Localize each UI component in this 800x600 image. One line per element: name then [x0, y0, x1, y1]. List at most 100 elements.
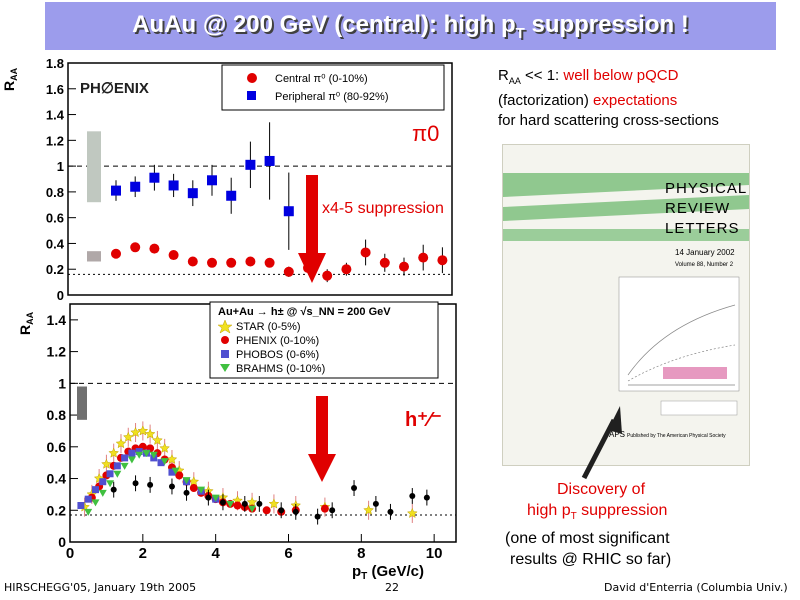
arrow-head-bottom — [308, 454, 336, 482]
bottom-point-star — [246, 496, 258, 507]
bottom-point-phenix-high — [168, 483, 175, 490]
bottom-point-phobos — [99, 478, 107, 486]
legend-central: Central π⁰ (0-10%) — [275, 73, 368, 85]
top-norm-box-central — [87, 251, 101, 262]
top-point-peripheral — [111, 185, 121, 196]
bottom-point-phobos — [157, 459, 165, 467]
top-ytick-label: 1 — [57, 159, 64, 174]
bottom-point-phenix-high — [351, 485, 358, 492]
bottom-ytick-label: 0.4 — [47, 471, 67, 487]
bottom-point-phenix-high — [147, 481, 154, 488]
bottom-point-phobos — [113, 462, 121, 470]
top-ytick-label: 1.8 — [46, 56, 64, 71]
footer-page-number: 22 — [385, 581, 399, 594]
arrow-head-top — [298, 253, 326, 283]
bottom-point-brahms — [171, 467, 180, 475]
bottom-ytick-label: 0.8 — [47, 407, 67, 423]
bottom-point-phenix — [189, 484, 198, 493]
bottom-point-star — [166, 453, 178, 465]
bottom-point-phenix-high — [241, 500, 248, 507]
bottom-ytick-label: 1.4 — [47, 312, 67, 328]
aps-logo: APS — [609, 430, 625, 439]
top-ytick-label: 0 — [57, 288, 64, 303]
bottom-point-phenix-high — [110, 486, 117, 493]
top-point-peripheral — [149, 172, 160, 183]
top-point-peripheral — [187, 188, 198, 199]
top-point-central — [379, 257, 390, 268]
top-point-central — [207, 257, 217, 268]
phenix-logo: PH∅ENIX — [80, 80, 149, 97]
bottom-xlabel: pT (GeV/c) — [352, 563, 424, 580]
svg-text:REVIEW: REVIEW — [665, 200, 730, 217]
arrow-shaft-top — [306, 175, 318, 255]
legend-star: STAR (0-5%) — [236, 321, 301, 333]
bottom-point-phenix — [320, 504, 329, 513]
bottom-xtick-label: 10 — [426, 545, 443, 562]
top-chart: 0 0.2 0.4 0.6 0.8 1 1.2 1.4 1.6 1.8 Central π⁰ (0… — [1, 56, 453, 303]
bottom-xtick-label: 4 — [211, 545, 220, 562]
bottom-point-star — [108, 447, 120, 458]
top-point-central — [264, 257, 275, 268]
bottom-point-phenix-high — [314, 513, 321, 520]
bottom-point-brahms — [142, 450, 151, 458]
bottom-point-phenix — [262, 506, 271, 515]
bottom-point-brahms — [211, 494, 220, 502]
bottom-point-phobos — [128, 449, 136, 457]
bottom-point-phenix-high — [183, 489, 190, 496]
top-point-central — [226, 257, 237, 268]
legend-box — [221, 64, 445, 111]
bottom-point-star — [406, 507, 418, 519]
bottom-point-brahms — [91, 499, 100, 507]
particle-label-h: h⁺⁄⁻ — [405, 409, 442, 431]
bottom-point-phobos — [106, 470, 114, 478]
bottom-point-brahms — [127, 456, 136, 464]
bottom-point-phenix — [175, 471, 184, 480]
bottom-point-brahms — [135, 451, 144, 459]
svg-text:PHYSICAL: PHYSICAL — [665, 180, 747, 197]
top-ytick-label: 0.4 — [46, 236, 65, 251]
bottom-ytick-label: 0.6 — [47, 439, 67, 455]
bottom-point-phobos — [135, 448, 143, 456]
significance-line2: results @ RHIC so far) — [510, 551, 672, 568]
top-ytick-label: 1.6 — [46, 82, 64, 97]
bottom-point-star — [363, 504, 375, 515]
top-point-peripheral — [168, 180, 179, 191]
bottom-point-star — [188, 476, 200, 487]
top-point-central — [360, 247, 371, 258]
top-point-peripheral — [283, 206, 294, 217]
top-ytick-label: 0.6 — [46, 211, 64, 226]
top-point-central — [168, 250, 179, 261]
bottom-point-phenix-high — [292, 508, 299, 515]
legend-marker-star — [217, 319, 233, 334]
legend-box-bottom — [209, 301, 439, 379]
bottom-point-phenix-high — [409, 492, 416, 499]
legend-marker-phobos — [221, 350, 229, 358]
bottom-point-phobos — [121, 454, 129, 462]
bottom-point-brahms — [248, 505, 257, 513]
bottom-norm-box — [77, 386, 87, 420]
slide-title-bar: AuAu @ 200 GeV (central): high pT suppre… — [45, 2, 776, 50]
legend-phobos: PHOBOS (0-6%) — [236, 349, 319, 361]
top-point-central — [111, 248, 121, 259]
bottom-xtick-label: 2 — [139, 545, 147, 562]
top-point-peripheral — [226, 190, 237, 201]
top-point-central — [149, 243, 160, 254]
top-ytick-label: 1.2 — [46, 133, 64, 148]
bottom-ytick-label: 1 — [58, 375, 66, 391]
legend-phenix: PHENIX (0-10%) — [236, 335, 319, 347]
particle-label-pi0: π0 — [412, 121, 439, 146]
bottom-point-brahms — [106, 480, 115, 488]
bottom-point-star — [101, 458, 112, 469]
footer-author: David d'Enterria (Columbia Univ.) — [604, 581, 788, 594]
top-point-peripheral — [264, 155, 275, 166]
top-point-peripheral — [245, 159, 256, 170]
bottom-point-phenix-high — [256, 500, 263, 507]
bottom-point-phobos — [91, 486, 99, 494]
top-plot-frame — [67, 62, 453, 296]
bottom-ytick-label: 0 — [58, 534, 66, 550]
bottom-point-brahms — [182, 477, 191, 485]
bottom-point-phenix-high — [205, 494, 212, 501]
top-norm-box-peripheral — [87, 131, 101, 203]
prl-cover-graphic: PHYSICAL REVIEW LETTERS 14 January 2002 … — [503, 173, 749, 439]
top-point-central — [283, 266, 294, 277]
